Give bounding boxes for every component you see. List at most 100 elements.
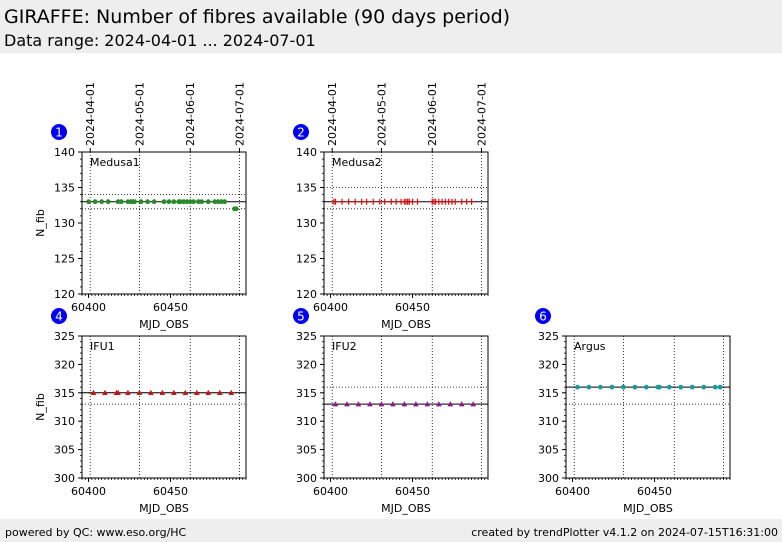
data-point [701,384,707,390]
page-subtitle: Data range: 2024-04-01 ... 2024-07-01 [4,31,316,50]
data-point [86,199,91,205]
data-point [401,401,408,407]
data-point [352,198,358,205]
series-label: IFU2 [332,340,357,353]
date-tick-label: 2024-06-01 [426,82,439,146]
y-tick-label: 130 [54,217,75,230]
x-tick-label: 60400 [313,301,348,314]
data-point [194,389,200,395]
x-axis-label: MJD_OBS [139,502,189,515]
date-tick-label: 2024-05-01 [375,82,388,146]
plot-frame [81,151,247,295]
data-point [151,199,157,205]
page-title: GIRAFFE: Number of fibres available (90 … [4,6,511,28]
data-point [205,199,211,205]
data-point [717,384,723,390]
data-point [370,198,376,205]
data-point [339,198,345,205]
data-point [666,384,672,390]
data-point [657,384,662,390]
y-tick-label: 305 [538,444,559,457]
y-tick-label: 120 [296,288,317,301]
series-label: IFU1 [90,340,115,353]
data-point [598,384,603,390]
x-tick-label: 60400 [71,485,106,498]
data-point [199,199,205,205]
x-axis-label: MJD_OBS [381,502,431,515]
data-point [447,401,454,407]
data-point [115,199,121,205]
data-point [413,401,419,407]
data-point [390,401,396,407]
panel-number-badge [293,124,309,140]
data-point [171,199,177,205]
panel-number-badge [51,308,67,324]
data-point [191,199,196,205]
data-point [105,199,111,205]
y-tick-label: 310 [54,415,75,428]
header: GIRAFFE: Number of fibres available (90 … [0,0,782,53]
data-point [222,199,228,205]
data-point [125,389,131,395]
y-tick-label: 320 [538,358,559,371]
y-tick-label: 325 [538,330,559,343]
date-tick-label: 2024-07-01 [475,82,488,146]
data-point [178,199,183,205]
data-point [469,198,475,205]
x-tick-label: 60400 [555,485,590,498]
data-point [159,389,166,395]
data-point [452,198,458,205]
y-tick-label: 315 [296,387,317,400]
y-tick-label: 130 [296,217,317,230]
data-point [187,199,193,205]
data-point [212,199,218,205]
panel-number: 2 [297,126,305,140]
y-tick-label: 315 [538,387,559,400]
data-point [409,198,416,205]
data-point [609,384,615,390]
data-point [459,198,465,205]
y-tick-label: 315 [54,387,75,400]
data-point [90,389,97,395]
data-point [182,389,189,395]
data-point [132,199,137,205]
y-tick-label: 120 [54,288,75,301]
data-point [228,389,235,395]
data-point [102,389,108,395]
y-axis-label: N_fib [34,209,47,237]
data-point [215,199,221,205]
data-point [171,389,177,395]
panel-number-badge [51,124,67,140]
plot-frame [323,335,489,479]
data-point [643,384,649,390]
y-tick-label: 135 [296,182,317,195]
date-tick-label: 2024-04-01 [84,82,97,146]
panel-number-badge [293,308,309,324]
x-tick-label: 60450 [395,301,430,314]
y-tick-label: 305 [296,444,317,457]
data-point [632,384,638,390]
data-point [424,401,431,407]
x-axis-label: MJD_OBS [381,318,431,331]
data-point [118,199,124,205]
data-point [382,198,388,205]
data-point [148,389,154,395]
data-point [181,199,187,205]
series-label: Medusa2 [332,156,382,169]
data-point [136,389,143,395]
y-tick-label: 305 [54,444,75,457]
y-tick-label: 320 [54,358,75,371]
data-point [92,199,98,205]
data-point [166,199,172,205]
y-tick-label: 135 [54,182,75,195]
data-point [205,389,212,395]
y-tick-label: 320 [296,358,317,371]
data-point [115,389,121,395]
y-tick-label: 125 [296,253,317,266]
footer-credit: powered by QC: www.eso.org/HC [5,526,187,539]
panel-number-badge [535,308,551,324]
data-point [233,206,239,212]
data-point [196,199,201,205]
y-tick-label: 300 [296,472,317,485]
